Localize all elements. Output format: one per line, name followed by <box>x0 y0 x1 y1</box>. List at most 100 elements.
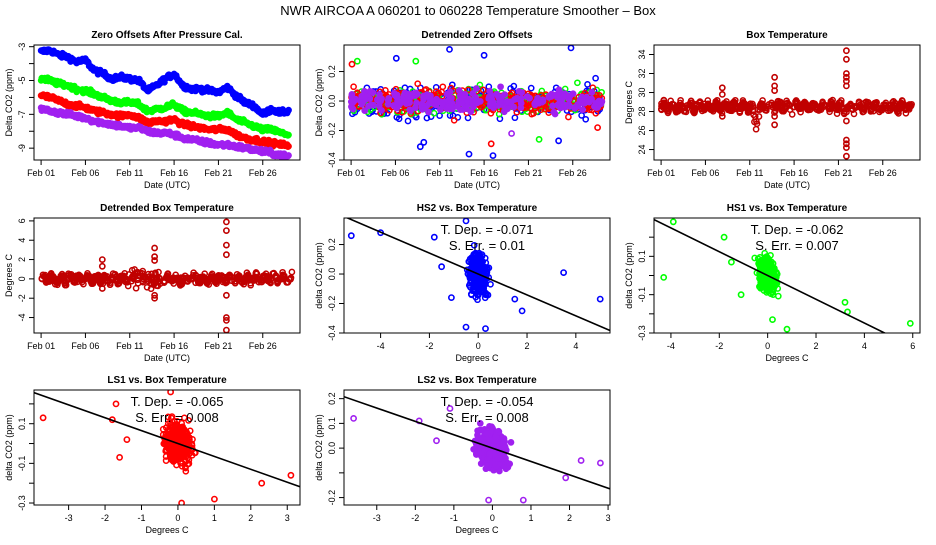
data-point <box>556 87 561 92</box>
data-point <box>505 106 510 111</box>
spike-point <box>844 145 849 150</box>
stderr-annotation: S. Err. = 0.008 <box>135 410 218 425</box>
spike-point <box>844 83 849 88</box>
x-tick-label: Feb 16 <box>470 168 498 178</box>
y-axis-label: Delta CO2 (ppm) <box>314 68 324 136</box>
x-tick-label: Feb 11 <box>736 168 763 178</box>
spike-point <box>224 328 229 333</box>
y-tick-label: -0.2 <box>327 123 337 139</box>
outlier-point <box>784 327 789 332</box>
data-point <box>464 104 469 109</box>
outlier-point <box>595 125 600 130</box>
x-axis-label: Degrees C <box>145 525 189 535</box>
outlier-point <box>394 56 399 61</box>
x-tick-label: Feb 26 <box>249 168 277 178</box>
outlier-point <box>568 45 573 50</box>
outlier-point <box>483 326 488 331</box>
series-LS2 <box>38 105 291 160</box>
spike-point <box>224 252 229 257</box>
x-tick-label: 1 <box>212 513 217 523</box>
data-point <box>440 84 445 89</box>
x-tick-label: Feb 01 <box>27 168 55 178</box>
data-point <box>444 106 449 111</box>
outlier-point <box>413 59 418 64</box>
spike-point <box>152 258 157 263</box>
outlier-point <box>489 141 494 146</box>
data-point <box>589 90 594 95</box>
x-tick-label: Feb 21 <box>824 168 852 178</box>
data-point <box>286 144 292 150</box>
outlier-point <box>113 401 118 406</box>
stderr-annotation: S. Err. = 0.007 <box>755 238 838 253</box>
x-tick-label: Feb 01 <box>337 168 365 178</box>
data-point <box>754 127 759 132</box>
x-tick-label: -2 <box>425 341 433 351</box>
outlier-point <box>729 260 734 265</box>
data-point <box>572 105 577 110</box>
stderr-annotation: S. Err. = 0.01 <box>449 238 525 253</box>
data-point <box>579 113 584 118</box>
outlier-point <box>561 270 566 275</box>
data-point <box>536 101 541 106</box>
x-tick-label: Feb 16 <box>160 341 188 351</box>
spike-point <box>100 286 105 291</box>
plot-area <box>39 219 294 332</box>
panel-zero-offsets: Zero Offsets After Pressure Cal. Feb 01 Fe… <box>4 30 300 190</box>
data-point <box>367 96 372 101</box>
x-tick-label: Feb 26 <box>869 168 897 178</box>
outlier-point <box>355 59 360 64</box>
y-tick-label: 4 <box>17 238 27 243</box>
y-tick-label: -2 <box>17 294 27 302</box>
x-axis-label: Date (UTC) <box>144 180 190 190</box>
y-tick-label: 0.0 <box>327 95 337 108</box>
plot-area <box>38 47 291 160</box>
data-point <box>414 100 419 105</box>
y-tick-label: 0.0 <box>327 268 337 281</box>
x-tick-label: Feb 11 <box>116 168 143 178</box>
data-point <box>379 96 384 101</box>
data-point <box>352 98 357 103</box>
panel-title: HS2 vs. Box Temperature <box>417 203 538 214</box>
data-point <box>563 103 568 108</box>
data-point <box>428 93 433 98</box>
plot-area <box>659 48 915 159</box>
data-point <box>502 92 507 97</box>
data-point <box>391 103 396 108</box>
outlier-point <box>842 300 847 305</box>
x-tick-label: 0 <box>476 341 481 351</box>
y-tick-label: 32 <box>637 69 647 79</box>
y-tick-label: -3 <box>17 43 27 51</box>
data-point <box>509 99 514 104</box>
data-point <box>448 95 453 100</box>
data-point <box>460 95 465 100</box>
data-point <box>368 89 373 94</box>
outlier-point <box>463 325 468 330</box>
data-point <box>487 89 492 94</box>
spike-point <box>772 75 777 80</box>
outlier-point <box>259 481 264 486</box>
x-tick-label: Feb 16 <box>160 168 188 178</box>
plot-area <box>349 45 605 158</box>
y-axis-label: delta CO2 (ppm) <box>314 242 324 309</box>
y-tick-label: -0.3 <box>637 325 647 341</box>
y-tick-label: -9 <box>17 144 27 152</box>
data-point <box>351 84 356 89</box>
x-tick-label: Feb 11 <box>426 168 453 178</box>
spike-point <box>224 293 229 298</box>
data-point <box>553 111 558 116</box>
panel-title: Zero Offsets After Pressure Cal. <box>91 30 243 41</box>
panel-title: Box Temperature <box>746 30 828 41</box>
spike-point <box>224 243 229 248</box>
outlier-point <box>349 233 354 238</box>
y-tick-label: 26 <box>637 126 647 136</box>
data-point <box>423 105 428 110</box>
panel-title: LS2 vs. Box Temperature <box>417 375 537 386</box>
spike-point <box>224 219 229 224</box>
x-tick-label: -2 <box>715 341 723 351</box>
spike-point <box>720 92 725 97</box>
data-point <box>498 84 503 89</box>
panel-title: LS1 vs. Box Temperature <box>107 375 227 386</box>
